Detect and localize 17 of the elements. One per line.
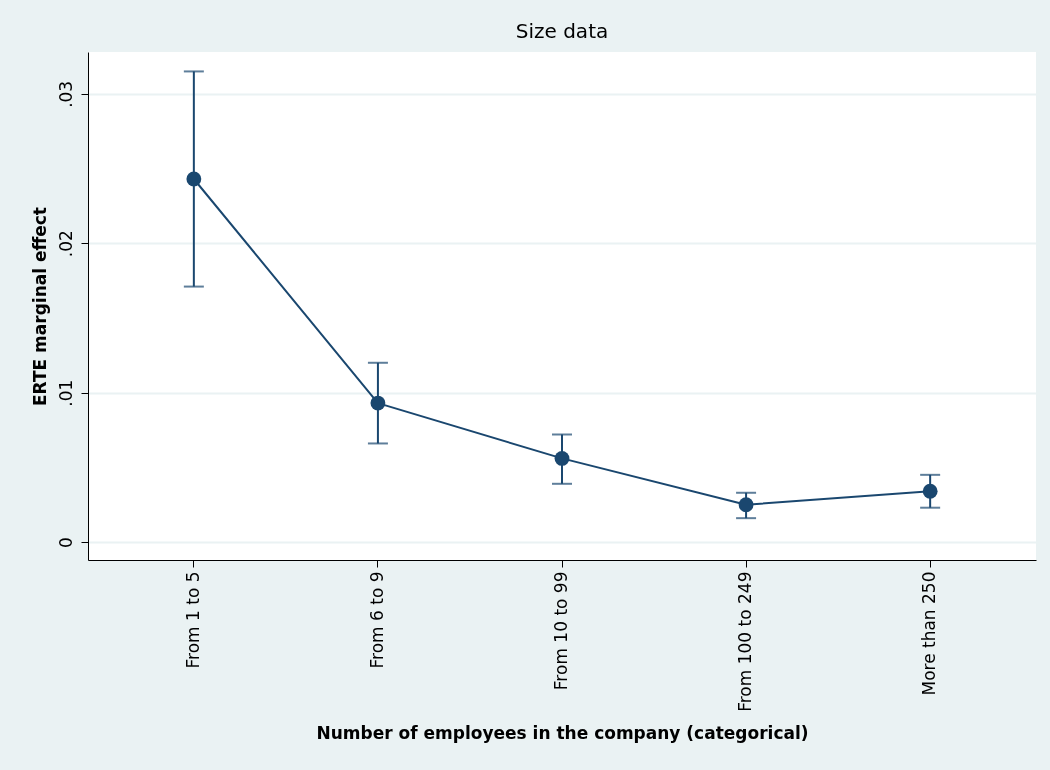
- point: [554, 451, 570, 466]
- point: [370, 395, 386, 411]
- point: [186, 171, 202, 187]
- y-tick-label: .02: [55, 230, 76, 258]
- x-tick-label: More than 250: [919, 571, 940, 696]
- x-tick-label: From 1 to 5: [182, 571, 203, 669]
- x-tick-label: From 10 to 99: [551, 571, 571, 691]
- x-tick-label: From 100 to 249: [735, 571, 756, 712]
- y-tick-label: 0: [55, 537, 76, 548]
- y-tick-label: .03: [55, 80, 76, 108]
- point: [922, 483, 938, 499]
- chart-title: Size data: [515, 19, 609, 43]
- x-axis-title: Number of employees in the company (categorical): [316, 722, 809, 743]
- y-tick-label: .01: [55, 379, 76, 407]
- x-tick-label: From 6 to 9: [366, 571, 387, 669]
- point: [738, 497, 754, 513]
- y-axis-title: ERTE marginal effect: [29, 207, 50, 406]
